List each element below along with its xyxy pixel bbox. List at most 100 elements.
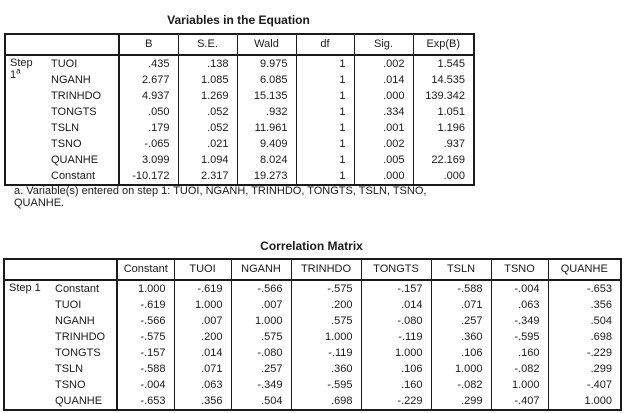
row-label: TRINHDO (49, 88, 120, 104)
cell-value: -.595 (490, 329, 548, 345)
row-label: TSLN (49, 120, 120, 136)
cell-value: -10.172 (118, 168, 178, 185)
correlation-matrix-table: Constant TUOI NGANH TRINHDO TONGTS TSLN … (3, 258, 622, 411)
cell-value: 1.000 (230, 313, 291, 329)
cell-value: .014 (353, 72, 413, 88)
cell-value: 1.085 (177, 72, 237, 88)
cell-value: -.080 (230, 345, 291, 361)
cell-value: -.619 (173, 280, 231, 297)
column-header: df (295, 34, 354, 56)
cell-value: 1.000 (547, 393, 621, 410)
cell-value: .160 (490, 345, 548, 361)
cell-value: .334 (353, 104, 413, 120)
column-header: Exp(B) (412, 34, 474, 56)
table-row: Step 1 Constant 1.000 -.619 -.566 -.575 -.157-… (4, 280, 621, 297)
cell-value: -.157 (116, 345, 174, 361)
cell-value: -.566 (230, 280, 291, 297)
cell-value: 1 (295, 72, 354, 88)
cell-value: -.407 (490, 393, 548, 410)
column-header: TSLN (430, 259, 491, 281)
cell-value: .063 (490, 297, 548, 313)
cell-value: .698 (547, 329, 621, 345)
cell-value: .001 (353, 120, 413, 136)
cell-value: -.004 (490, 280, 548, 297)
cell-value: 1.000 (173, 297, 231, 313)
cell-value: -.082 (430, 377, 491, 393)
cell-value: 4.937 (118, 88, 178, 104)
cell-value: .000 (412, 168, 474, 185)
cell-value: 1.000 (360, 345, 431, 361)
cell-value: -.653 (116, 393, 174, 410)
column-header: QUANHE (547, 259, 621, 281)
column-header: NGANH (230, 259, 291, 281)
cell-value: .106 (430, 345, 491, 361)
row-label: NGANH (49, 72, 120, 88)
cell-value: .000 (353, 168, 413, 185)
cell-value: .299 (430, 393, 491, 410)
cell-value: -.575 (290, 280, 361, 297)
cell-value: .050 (118, 104, 178, 120)
cell-value: .575 (230, 329, 291, 345)
cell-value: -.119 (360, 329, 431, 345)
variables-in-equation-title: Variables in the Equation (167, 13, 310, 27)
cell-value: 1.269 (177, 88, 237, 104)
column-header: TSNO (490, 259, 548, 281)
table-row: Step 1a TUOI .435.138 9.975 1.002 1.545 (5, 55, 474, 81)
cell-value: .504 (230, 393, 291, 410)
cell-value: .052 (177, 120, 237, 136)
cell-value: -.157 (360, 280, 431, 297)
cell-value: 1.000 (116, 280, 174, 297)
cell-value: 3.099 (118, 152, 178, 168)
cell-value: .052 (177, 104, 237, 120)
row-label: TUOI (49, 55, 120, 72)
column-header: TONGTS (360, 259, 431, 281)
column-header: Wald (236, 34, 296, 56)
cell-value: .356 (173, 393, 231, 410)
cell-value: 2.317 (177, 168, 237, 185)
cell-value: .179 (118, 120, 178, 136)
row-label: TRINHDO (53, 329, 118, 345)
cell-value: 1.000 (490, 377, 548, 393)
step-label: Step 1a (5, 55, 49, 185)
cell-value: .071 (430, 297, 491, 313)
row-label: Constant (49, 168, 120, 185)
cell-value: 139.342 (412, 88, 474, 104)
cell-value: .200 (173, 329, 231, 345)
cell-value: 1.094 (177, 152, 237, 168)
step-label: Step 1 (4, 280, 53, 410)
cell-value: 2.677 (118, 72, 178, 88)
cell-value: -.619 (116, 297, 174, 313)
cell-value: -.004 (116, 377, 174, 393)
row-label: TUOI (53, 297, 118, 313)
cell-value: .200 (290, 297, 361, 313)
cell-value: 11.961 (236, 120, 296, 136)
cell-value: -.595 (290, 377, 361, 393)
cell-value: 9.409 (236, 136, 296, 152)
table-row: TSLN -.588.071.257.360.106 1.000 -.082.299 (4, 361, 621, 377)
row-label: TSNO (53, 377, 118, 393)
table-row: TONGTS .050.052.932 1.334 1.051 (5, 104, 474, 120)
cell-value: 1 (295, 152, 354, 168)
table-row: TSLN .179.052 11.961 1.001 1.196 (5, 120, 474, 136)
table-row: Constant -10.172 2.317 19.273 1.000.000 (5, 168, 474, 185)
cell-value: -.566 (116, 313, 174, 329)
cell-value: .138 (177, 55, 237, 72)
cell-value: .299 (547, 361, 621, 377)
cell-value: .000 (353, 88, 413, 104)
cell-value: 1.051 (412, 104, 474, 120)
cell-value: 1.196 (412, 120, 474, 136)
cell-value: 1 (295, 168, 354, 185)
cell-value: .063 (173, 377, 231, 393)
cell-value: -.588 (430, 280, 491, 297)
cell-value: .257 (230, 361, 291, 377)
header-row: B S.E. Wald df Sig. Exp(B) (5, 34, 474, 56)
cell-value: -.349 (230, 377, 291, 393)
cell-value: -.349 (490, 313, 548, 329)
cell-value: .932 (236, 104, 296, 120)
cell-value: .257 (430, 313, 491, 329)
table-row: NGANH 2.677 1.085 6.085 1.014 14.535 (5, 72, 474, 88)
stub-corner (5, 34, 120, 56)
cell-value: .937 (412, 136, 474, 152)
row-label: QUANHE (49, 152, 120, 168)
cell-value: .005 (353, 152, 413, 168)
